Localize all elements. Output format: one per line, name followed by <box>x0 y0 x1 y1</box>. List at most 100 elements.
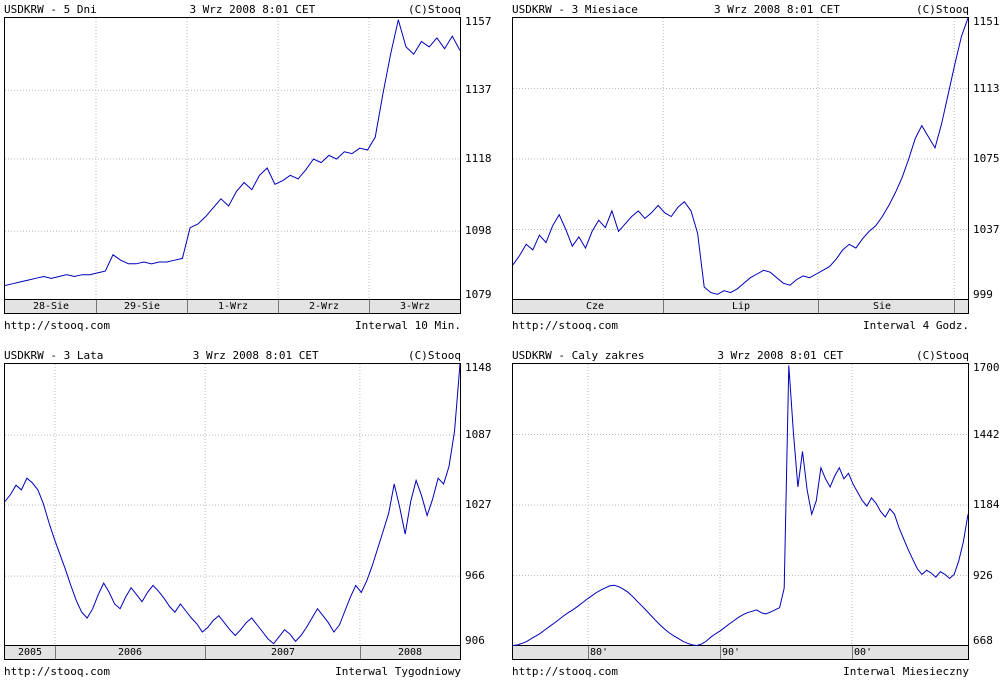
x-axis-separator <box>360 646 361 659</box>
x-tick-label: 80' <box>589 647 609 658</box>
y-tick-label: 1079 <box>465 288 492 301</box>
y-tick-label: 1075 <box>973 152 1000 165</box>
y-tick-label: 668 <box>973 634 993 647</box>
x-axis-separator <box>96 300 97 313</box>
x-axis-separator <box>187 300 188 313</box>
source-link[interactable]: http://stooq.com <box>512 318 618 332</box>
y-axis-labels: 1148 1087 1027 966 906 <box>461 361 495 660</box>
y-tick-label: 1157 <box>465 15 492 28</box>
y-tick-label: 1037 <box>973 222 1000 236</box>
interval-label: Interwal 4 Godz. <box>863 318 969 332</box>
chart-footer: http://stooq.com Interwal Miesieczny <box>512 663 969 679</box>
chart-panel-3miesiace: USDKRW - 3 Miesiace 3 Wrz 2008 8:01 CET … <box>508 0 1007 346</box>
chart-header: USDKRW - Caly zakres 3 Wrz 2008 8:01 CET… <box>512 348 969 363</box>
chart-header: USDKRW - 3 Lata 3 Wrz 2008 8:01 CET (C)S… <box>4 348 461 363</box>
y-tick-label: 1027 <box>465 498 492 511</box>
plot-row: 28-Sie 29-Sie 1-Wrz 2-Wrz 3-Wrz 1157 1137 1118… <box>4 15 495 314</box>
x-tick-label: 3-Wrz <box>399 301 431 312</box>
x-axis-separator <box>818 300 819 313</box>
copyright-label: (C)Stooq <box>408 3 461 16</box>
x-axis-separator <box>588 646 589 659</box>
x-axis-separator <box>720 646 721 659</box>
y-tick-label: 1113 <box>973 81 1000 95</box>
y-tick-label: 966 <box>465 569 485 583</box>
x-tick-label: 2008 <box>397 647 423 658</box>
x-tick-label: 2007 <box>270 647 296 658</box>
x-tick-label: 28-Sie <box>32 301 70 312</box>
interval-label: Interwal Miesieczny <box>843 664 969 678</box>
plot-frame: 80' 90' 00' <box>512 363 969 660</box>
y-tick-label: 1442 <box>973 427 1000 441</box>
x-axis-separator <box>278 300 279 313</box>
x-axis-band: 2005 2006 2007 2008 <box>5 646 460 659</box>
chart-title: USDKRW - 5 Dni <box>4 3 97 16</box>
x-tick-label: 90' <box>721 647 741 658</box>
plot-row: 80' 90' 00' 1700 1442 1184 926 668 <box>512 361 1003 660</box>
price-line-chart <box>5 18 460 300</box>
chart-datetime: 3 Wrz 2008 8:01 CET <box>717 349 844 362</box>
chart-panel-3lata: USDKRW - 3 Lata 3 Wrz 2008 8:01 CET (C)S… <box>0 346 499 692</box>
interval-label: Interwal Tygodniowy <box>335 664 461 678</box>
plot-area[interactable] <box>513 18 968 300</box>
plot-area[interactable] <box>5 18 460 300</box>
x-tick-label: Sie <box>872 301 892 312</box>
chart-datetime: 3 Wrz 2008 8:01 CET <box>192 349 319 362</box>
price-line <box>5 364 460 645</box>
x-tick-label: 29-Sie <box>123 301 161 312</box>
chart-header: USDKRW - 5 Dni 3 Wrz 2008 8:01 CET (C)St… <box>4 2 461 17</box>
plot-frame: 2005 2006 2007 2008 <box>4 363 461 660</box>
price-line <box>513 365 968 646</box>
x-axis-separator <box>954 300 955 313</box>
x-tick-label: 00' <box>853 647 873 658</box>
plot-area[interactable] <box>513 364 968 646</box>
source-link[interactable]: http://stooq.com <box>4 318 110 332</box>
price-line-chart <box>513 18 968 300</box>
x-axis-separator <box>55 646 56 659</box>
x-tick-label: Cze <box>585 301 605 312</box>
x-axis-band: Cze Lip Sie <box>513 300 968 313</box>
y-tick-label: 1137 <box>465 83 492 97</box>
price-line <box>513 18 968 295</box>
copyright-label: (C)Stooq <box>916 349 969 362</box>
x-axis-band: 80' 90' 00' <box>513 646 968 659</box>
interval-label: Interwal 10 Min. <box>355 318 461 332</box>
chart-header: USDKRW - 3 Miesiace 3 Wrz 2008 8:01 CET … <box>512 2 969 17</box>
y-tick-label: 926 <box>973 568 993 582</box>
x-tick-label: 2005 <box>17 647 43 658</box>
y-axis-labels: 1151 1113 1075 1037 999 <box>969 15 1003 314</box>
x-tick-label: 2006 <box>117 647 143 658</box>
chart-footer: http://stooq.com Interwal Tygodniowy <box>4 663 461 679</box>
x-axis-band: 28-Sie 29-Sie 1-Wrz 2-Wrz 3-Wrz <box>5 300 460 313</box>
plot-frame: 28-Sie 29-Sie 1-Wrz 2-Wrz 3-Wrz <box>4 17 461 314</box>
y-tick-label: 1184 <box>973 498 1000 511</box>
chart-panel-caly-zakres: USDKRW - Caly zakres 3 Wrz 2008 8:01 CET… <box>508 346 1007 692</box>
x-tick-label: Lip <box>731 301 751 312</box>
y-tick-label: 1098 <box>465 224 492 238</box>
chart-title: USDKRW - 3 Lata <box>4 349 104 362</box>
y-tick-label: 999 <box>973 288 993 301</box>
x-axis-separator <box>852 646 853 659</box>
price-line <box>5 19 460 286</box>
plot-row: Cze Lip Sie 1151 1113 1075 1037 999 <box>512 15 1003 314</box>
chart-title: USDKRW - Caly zakres <box>512 349 645 362</box>
x-axis-separator <box>369 300 370 313</box>
source-link[interactable]: http://stooq.com <box>512 664 618 678</box>
source-link[interactable]: http://stooq.com <box>4 664 110 678</box>
price-line-chart <box>5 364 460 646</box>
plot-row: 2005 2006 2007 2008 1148 1087 1027 966 906 <box>4 361 495 660</box>
chart-datetime: 3 Wrz 2008 8:01 CET <box>189 3 316 16</box>
y-tick-label: 1087 <box>465 428 492 442</box>
y-axis-labels: 1700 1442 1184 926 668 <box>969 361 1003 660</box>
x-axis-separator <box>663 300 664 313</box>
price-line-chart <box>513 364 968 646</box>
y-tick-label: 1151 <box>973 15 1000 28</box>
y-axis-labels: 1157 1137 1118 1098 1079 <box>461 15 495 314</box>
y-tick-label: 1148 <box>465 361 492 374</box>
plot-frame: Cze Lip Sie <box>512 17 969 314</box>
x-tick-label: 1-Wrz <box>217 301 249 312</box>
y-tick-label: 1700 <box>973 361 1000 374</box>
x-axis-separator <box>205 646 206 659</box>
plot-area[interactable] <box>5 364 460 646</box>
chart-datetime: 3 Wrz 2008 8:01 CET <box>714 3 840 16</box>
